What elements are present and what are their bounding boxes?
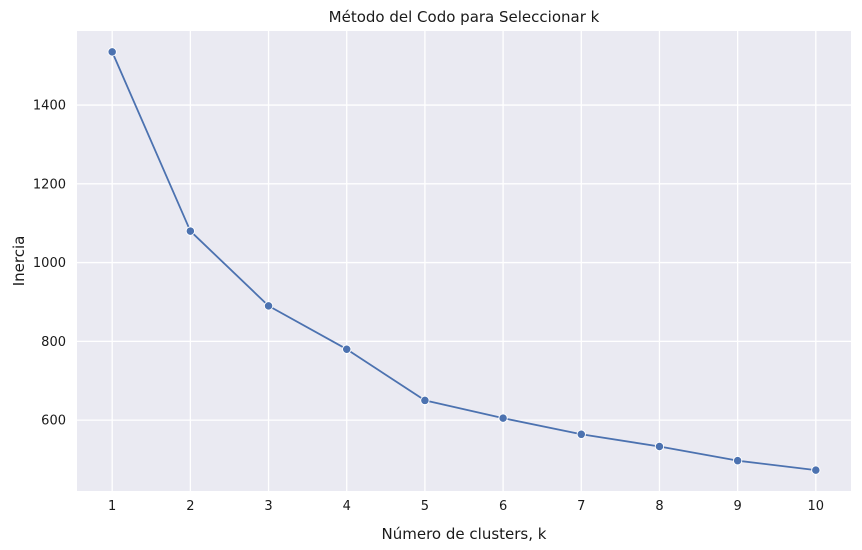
data-point <box>732 456 743 466</box>
x-tick-label: 8 <box>655 499 663 514</box>
data-point <box>576 429 586 439</box>
series-line <box>111 51 816 472</box>
data-point <box>654 441 665 452</box>
x-tick-label: 7 <box>577 499 585 514</box>
y-tick-label: 1400 <box>33 99 66 114</box>
y-tick-label: 800 <box>41 335 66 350</box>
data-point <box>420 395 430 406</box>
y-tick-labels: 600 800 1000 1200 1400 <box>33 99 66 429</box>
data-point <box>185 226 196 236</box>
x-tick-label: 2 <box>186 499 194 514</box>
y-axis-label: Inercia <box>10 236 28 287</box>
x-tick-label: 3 <box>264 499 272 514</box>
x-tick-labels: 1 2 3 4 5 6 7 8 9 10 <box>108 499 824 514</box>
x-tick-label: 9 <box>733 499 741 514</box>
grid-lines <box>77 31 851 491</box>
x-axis-label: Número de clusters, k <box>382 525 547 543</box>
chart-title: Método del Codo para Seleccionar k <box>329 8 600 26</box>
y-tick-label: 1000 <box>33 256 66 271</box>
y-tick-label: 600 <box>41 414 66 429</box>
data-point <box>342 344 352 354</box>
y-tick-label: 1200 <box>33 177 66 192</box>
data-series <box>107 47 821 475</box>
x-tick-label: 10 <box>808 499 825 514</box>
data-point <box>107 47 117 57</box>
data-point <box>811 465 821 475</box>
x-tick-label: 5 <box>421 499 429 514</box>
x-tick-label: 4 <box>343 499 351 514</box>
plot-background <box>77 31 851 491</box>
data-point <box>263 301 274 311</box>
x-tick-label: 6 <box>499 499 507 514</box>
data-point <box>498 413 508 423</box>
x-tick-label: 1 <box>108 499 116 514</box>
